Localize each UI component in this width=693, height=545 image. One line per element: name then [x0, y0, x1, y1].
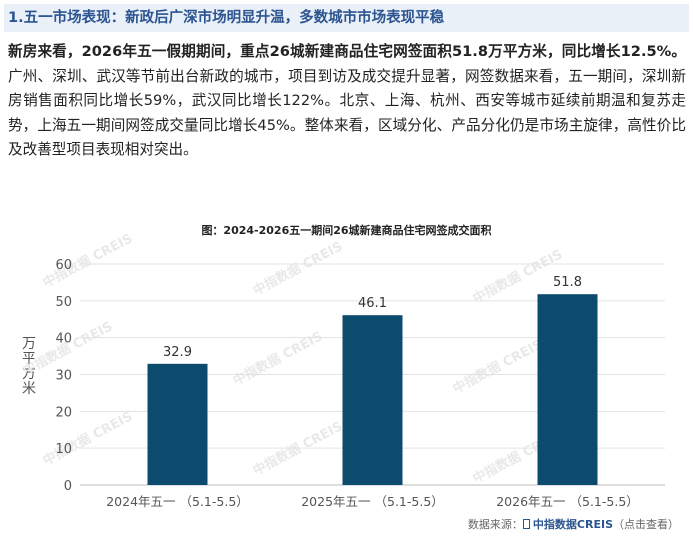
chart-title: 图：2024-2026五一期间26城新建商品住宅网签成交面积 — [201, 224, 492, 237]
data-source: 数据来源： 中指数据CREIS（点击查看） — [468, 516, 679, 532]
paragraph-lead: 新房来看，2026年五一假期期间，重点26城新建商品住宅网签面积51.8万平方米… — [8, 43, 686, 60]
chart-container: 图：2024-2026五一期间26城新建商品住宅网签成交面积 万平方米 中指数据… — [0, 212, 693, 522]
paragraph-body: 广州、深圳、武汉等节前出台新政的城市，项目到访及成交提升显著，网签数据来看，五一… — [8, 67, 686, 159]
y-tick-label: 60 — [55, 258, 72, 273]
x-tick-label: 2024年五一 （5.1-5.5） — [106, 494, 249, 509]
source-brand-link[interactable]: 中指数据CREIS — [532, 518, 613, 531]
data-label: 32.9 — [163, 345, 192, 360]
watermark-text: 中指数据 CREIS — [450, 336, 545, 397]
y-tick-label: 30 — [55, 369, 72, 384]
document-icon — [522, 519, 530, 529]
section-heading: 1.五一市场表现：新政后广深市场明显升温，多数城市市场表现平稳 — [4, 4, 689, 32]
body-paragraph: 新房来看，2026年五一假期期间，重点26城新建商品住宅网签面积51.8万平方米… — [8, 40, 686, 163]
watermark-text: 中指数据 CREIS — [250, 238, 345, 299]
data-label: 51.8 — [553, 275, 582, 290]
source-label: 数据来源： — [467, 518, 523, 531]
x-tick-label: 2025年五一 （5.1-5.5） — [301, 494, 444, 509]
data-label: 46.1 — [358, 296, 387, 311]
y-tick-label: 10 — [55, 442, 72, 457]
y-tick-label: 0 — [64, 479, 72, 494]
y-tick-label: 40 — [55, 332, 72, 347]
y-tick-label: 20 — [55, 405, 72, 420]
y-axis-label: 万平方米 — [22, 336, 36, 397]
y-tick-label: 50 — [55, 295, 72, 310]
source-view-link[interactable]: （点击查看） — [613, 518, 679, 531]
x-tick-label: 2026年五一 （5.1-5.5） — [496, 494, 639, 509]
bar — [537, 294, 598, 485]
bar — [147, 363, 208, 485]
bar — [342, 315, 403, 485]
